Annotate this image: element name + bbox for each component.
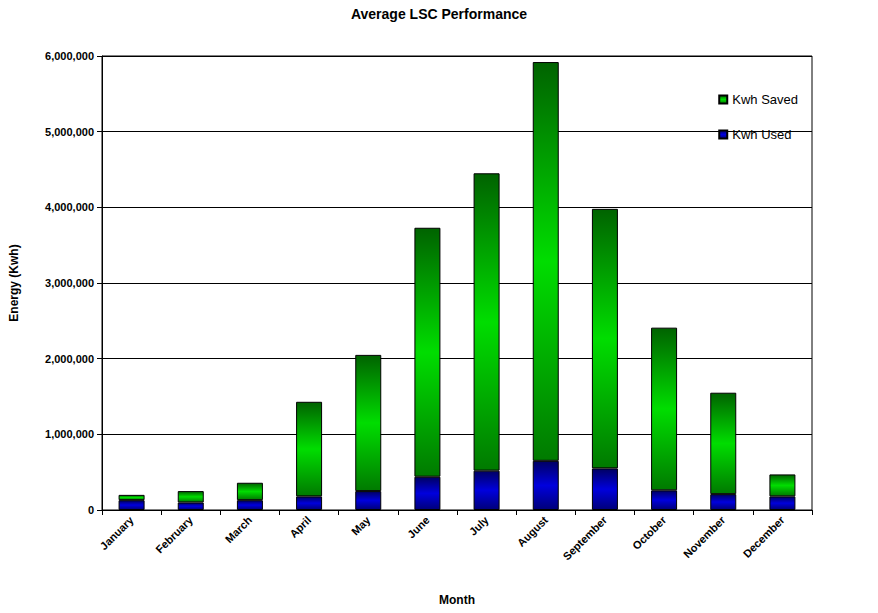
svg-text:2,000,000: 2,000,000 [45,353,94,365]
svg-text:October: October [630,513,669,552]
svg-text:July: July [467,513,492,538]
svg-text:January: January [98,513,137,552]
svg-text:Kwh Used: Kwh Used [732,127,791,142]
svg-text:March: March [223,514,255,546]
svg-text:0: 0 [88,504,94,516]
svg-text:6,000,000: 6,000,000 [45,50,94,62]
svg-text:August: August [515,514,550,549]
svg-text:Month: Month [439,593,475,607]
svg-text:May: May [349,513,373,537]
svg-text:June: June [405,514,432,541]
svg-text:4,000,000: 4,000,000 [45,201,94,213]
svg-text:Average LSC Performance: Average LSC Performance [351,6,527,22]
svg-text:Kwh Saved: Kwh Saved [732,92,798,107]
svg-text:5,000,000: 5,000,000 [45,126,94,138]
svg-text:April: April [287,514,313,540]
svg-text:November: November [681,513,728,560]
svg-text:3,000,000: 3,000,000 [45,277,94,289]
svg-text:February: February [153,513,195,555]
svg-text:1,000,000: 1,000,000 [45,428,94,440]
svg-text:December: December [741,513,788,560]
svg-text:Energy (Kwh): Energy (Kwh) [7,244,21,321]
svg-text:September: September [561,513,610,562]
